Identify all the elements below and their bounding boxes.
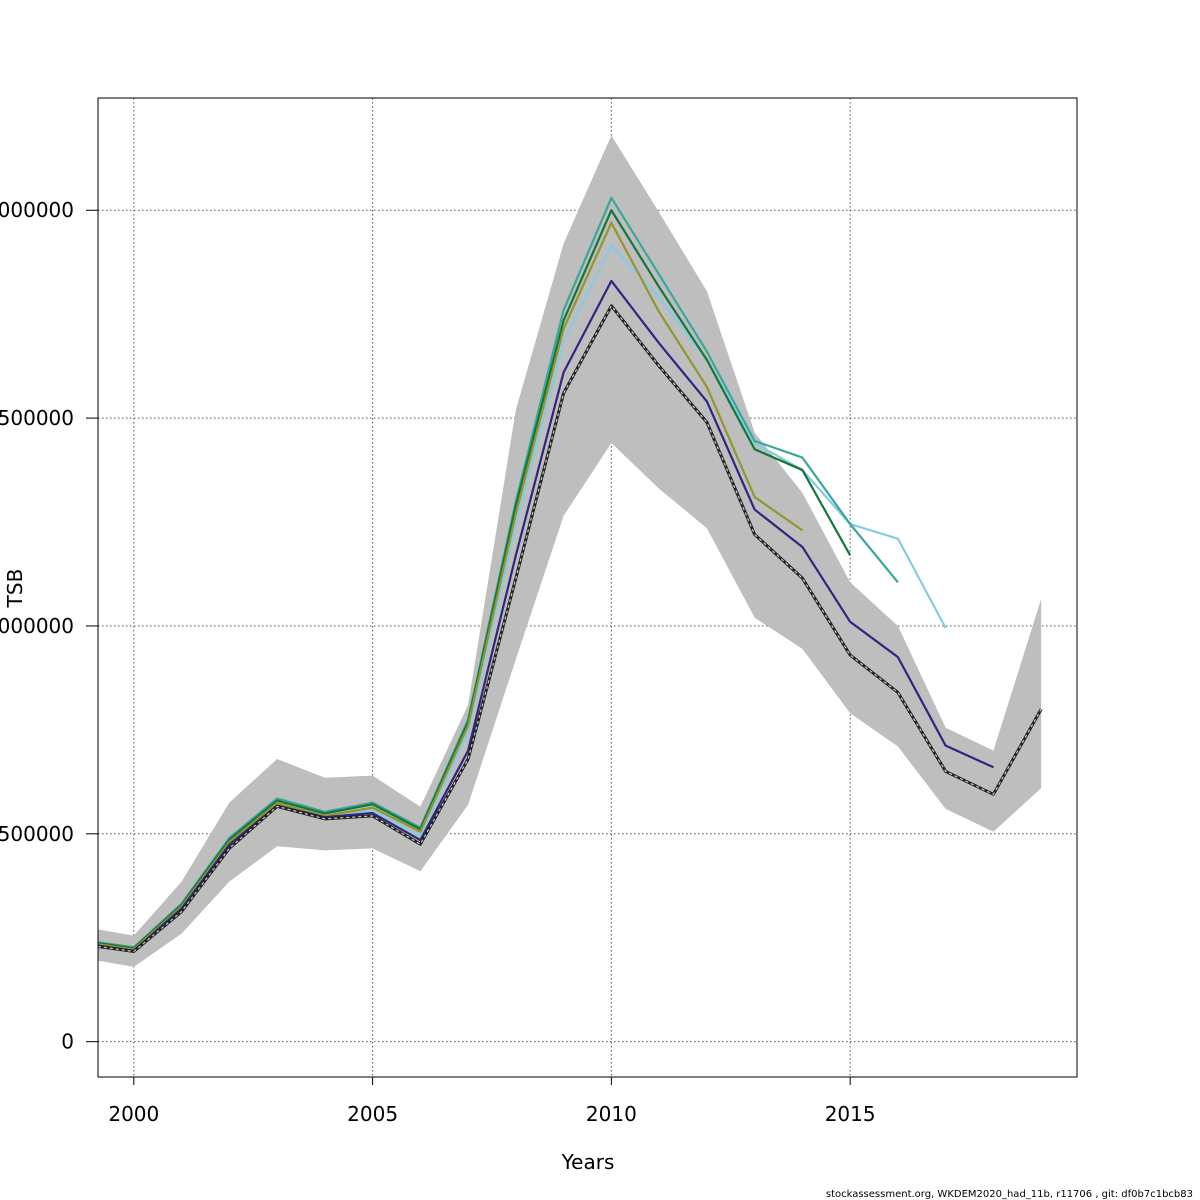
confidence-band-area [98,135,1042,967]
x-axis: 2000 2005 2010 2015 [108,1077,876,1126]
x-axis-title: Years [561,1150,615,1174]
footer-credit: stockassessment.org, WKDEM2020_had_11b, … [826,1189,1193,1200]
x-tick-label: 2005 [347,1102,398,1126]
x-tick-label: 2015 [825,1102,876,1126]
confidence-band [98,135,1042,967]
y-axis-title: TSB [3,569,27,609]
y-tick-label: 1500000 [0,406,74,430]
y-tick-label: 500000 [0,822,74,846]
x-tick-label: 2010 [586,1102,637,1126]
plot-frame [97,97,1078,1078]
series-line-3 [98,221,804,951]
y-tick-label: 0 [61,1030,74,1054]
y-axis: 0 500000 1000000 1500000 2000000 [0,198,98,1054]
series-lines [98,196,1043,953]
series-line-dash-5 [98,304,1042,953]
y-tick-label: 1000000 [0,614,74,638]
x-tick-label: 2000 [108,1102,159,1126]
y-tick-label: 2000000 [0,198,74,222]
series-line-4 [98,279,994,952]
